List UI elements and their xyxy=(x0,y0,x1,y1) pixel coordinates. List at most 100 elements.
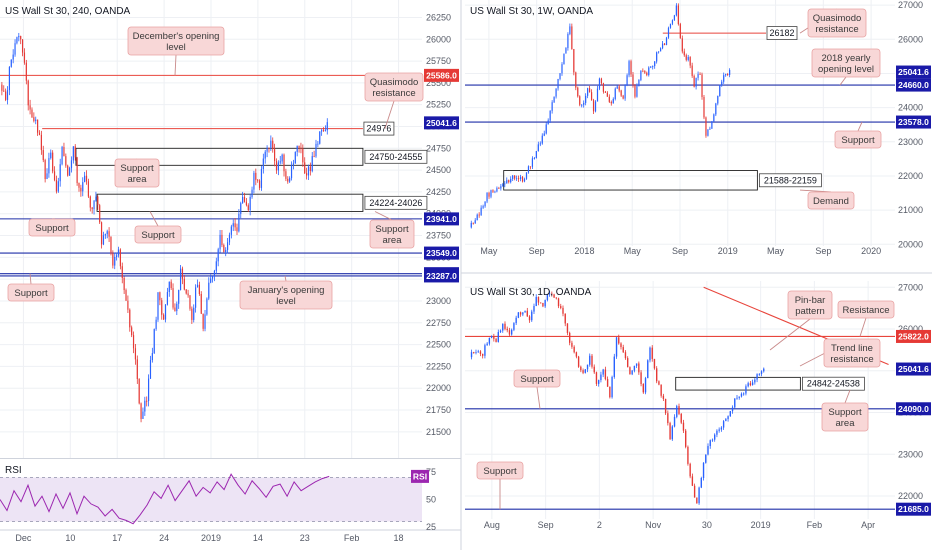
candle-body xyxy=(171,282,172,288)
candle-body xyxy=(597,89,598,102)
candle-body xyxy=(715,103,716,114)
candle-body xyxy=(759,374,760,375)
candle-body xyxy=(323,130,324,131)
annotation-text: Support xyxy=(375,224,409,235)
candle-body xyxy=(156,320,157,329)
candle-body xyxy=(315,144,316,156)
annotation: Quasimodoresistance xyxy=(800,9,866,37)
candle-body xyxy=(587,365,588,370)
candle-body xyxy=(709,129,710,130)
candle-body xyxy=(596,372,597,384)
candle-body xyxy=(725,74,726,75)
price-label: 25041.6 xyxy=(898,364,929,374)
candle-body xyxy=(178,290,179,304)
candle-body xyxy=(107,231,108,234)
annotation-text: opening level xyxy=(818,64,874,75)
candle-body xyxy=(520,177,521,179)
rsi-value-label: RSI xyxy=(413,471,427,481)
candle-body xyxy=(255,173,256,180)
candle-body xyxy=(710,440,711,446)
rsi-band xyxy=(0,478,422,522)
annotation: Support xyxy=(29,219,75,236)
candle-body xyxy=(687,447,688,464)
candle-body xyxy=(65,156,66,165)
y-tick-label: 22000 xyxy=(898,491,923,501)
x-tick-label: Apr xyxy=(861,520,875,530)
price-label: 23578.0 xyxy=(898,117,929,127)
y-tick-label: 23000 xyxy=(898,137,923,147)
candle-body xyxy=(658,51,659,52)
candle-body xyxy=(99,205,100,222)
candle-body xyxy=(219,235,220,249)
candle-body xyxy=(585,96,586,103)
candle-body xyxy=(152,353,153,360)
candle-body xyxy=(727,74,728,75)
candle-body xyxy=(699,74,700,75)
x-tick-label: 30 xyxy=(702,520,712,530)
candle-body xyxy=(481,208,482,215)
candle-body xyxy=(526,172,527,178)
candle-body xyxy=(557,79,558,88)
candle-body xyxy=(623,347,624,352)
candle-body xyxy=(609,387,610,397)
candle-body xyxy=(623,96,624,99)
candle-body xyxy=(238,214,239,231)
candle-body xyxy=(562,308,563,314)
candle-body xyxy=(729,70,730,75)
candle-body xyxy=(705,117,706,135)
candle-body xyxy=(167,292,168,305)
x-tick-label: 23 xyxy=(300,533,310,543)
candle-body xyxy=(24,53,25,63)
candle-body xyxy=(510,179,511,182)
candle-body xyxy=(80,188,81,192)
candle-body xyxy=(122,266,123,278)
candle-body xyxy=(484,345,485,356)
price-label: 23287.0 xyxy=(426,271,457,281)
y-tick-label: 26000 xyxy=(426,34,451,44)
annotation: Supportarea xyxy=(115,159,159,187)
candle-body xyxy=(1,85,2,91)
candle-body xyxy=(703,97,704,117)
candle-body xyxy=(125,290,126,301)
candle-body xyxy=(668,28,669,38)
annotation-text: Resistance xyxy=(843,305,890,316)
y-tick-label: 24750 xyxy=(426,143,451,153)
candle-body xyxy=(242,197,243,203)
annotation-text: area xyxy=(127,174,147,185)
candle-body xyxy=(174,308,175,312)
candle-body xyxy=(52,153,53,172)
candle-body xyxy=(71,160,72,168)
x-tick-label: Nov xyxy=(645,520,662,530)
candle-body xyxy=(495,339,496,342)
candle-body xyxy=(578,357,579,367)
candle-body xyxy=(46,173,47,179)
candle-body xyxy=(741,394,742,397)
candle-body xyxy=(705,454,706,462)
candle-body xyxy=(308,167,309,176)
candle-body xyxy=(139,379,140,403)
candle-body xyxy=(105,234,106,235)
candle-body xyxy=(692,476,693,485)
x-tick-label: 10 xyxy=(65,533,75,543)
candle-body xyxy=(11,60,12,67)
y-tick-label: 22500 xyxy=(426,340,451,350)
candle-body xyxy=(97,197,98,206)
rsi-tick-label: 25 xyxy=(426,522,436,532)
candle-body xyxy=(558,298,559,306)
candle-body xyxy=(529,316,530,320)
candle-body xyxy=(532,158,533,166)
candle-body xyxy=(513,323,514,330)
x-tick-label: 2019 xyxy=(201,533,221,543)
candle-body xyxy=(39,133,40,135)
x-tick-label: Sep xyxy=(672,246,688,256)
candle-body xyxy=(304,162,305,173)
candle-body xyxy=(605,370,606,380)
candle-body xyxy=(203,314,204,329)
candle-body xyxy=(157,292,158,319)
candle-body xyxy=(756,374,757,379)
candle-body xyxy=(35,120,36,121)
candle-body xyxy=(658,381,659,384)
candle-body xyxy=(599,79,600,89)
candle-body xyxy=(636,86,637,97)
